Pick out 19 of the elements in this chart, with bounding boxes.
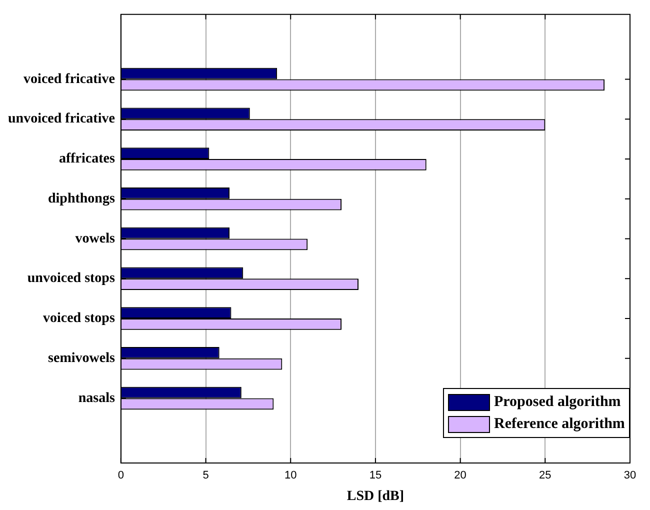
y-tick-label: unvoiced fricative bbox=[8, 112, 115, 127]
x-axis-title: LSD [dB] bbox=[346, 489, 404, 504]
legend-label: Reference algorithm bbox=[494, 416, 625, 432]
y-tick-label: semivowels bbox=[48, 350, 116, 366]
legend-label: Proposed algorithm bbox=[494, 394, 621, 410]
y-tick-label: affricates bbox=[58, 152, 116, 167]
x-tick-label: 5 bbox=[202, 470, 209, 482]
y-tick-label: voiced fricative bbox=[24, 72, 115, 87]
x-tick-label: 20 bbox=[454, 470, 466, 482]
y-tick-label: vowels bbox=[75, 231, 116, 246]
x-tick-label: 25 bbox=[539, 470, 552, 482]
y-tick-label: voiced stops bbox=[42, 311, 116, 326]
x-tick-label: 0 bbox=[118, 470, 124, 482]
x-tick-label: 10 bbox=[284, 470, 297, 482]
y-tick-label: unvoiced stops bbox=[27, 271, 116, 286]
y-tick-label: diphthongs bbox=[48, 191, 116, 206]
x-tick-label: 30 bbox=[624, 470, 636, 482]
x-tick-label: 15 bbox=[369, 470, 382, 482]
y-tick-label: nasals bbox=[78, 390, 116, 406]
